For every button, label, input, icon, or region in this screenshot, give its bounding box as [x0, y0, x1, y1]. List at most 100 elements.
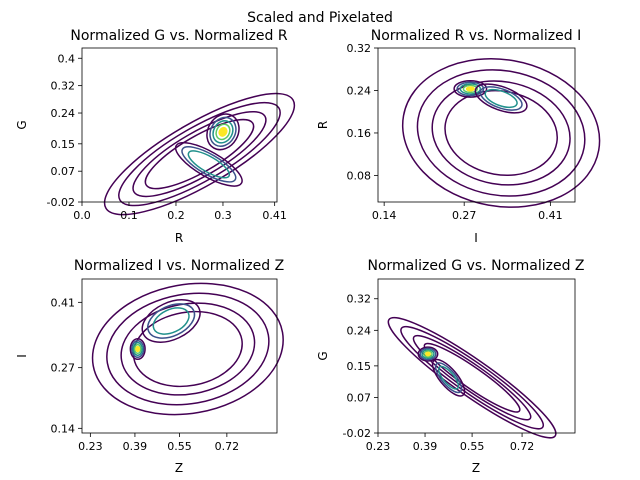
- x-tick-label: 0.72: [215, 440, 240, 453]
- envelope-contour: [91, 282, 284, 416]
- peak-contour: [206, 113, 240, 151]
- envelope-contour: [118, 101, 281, 207]
- x-tick-label: 0.0: [73, 209, 91, 222]
- subplot-3-xlabel: Z: [175, 461, 183, 475]
- subplot-2-ylabel: R: [316, 121, 330, 129]
- x-tick-label: 0.23: [366, 440, 391, 453]
- y-tick-label: 0.07: [347, 391, 372, 404]
- y-tick-label: -0.02: [47, 196, 75, 209]
- y-tick-label: 0.32: [347, 293, 372, 306]
- envelope-contour: [423, 342, 521, 413]
- peak-contour: [212, 120, 234, 144]
- x-tick-label: 0.27: [452, 209, 477, 222]
- x-tick-label: 0.1: [120, 209, 138, 222]
- peak-contour: [187, 150, 231, 179]
- y-tick-label: 0.32: [51, 80, 76, 93]
- peak-contour: [465, 86, 475, 92]
- y-tick-label: 0.27: [51, 362, 76, 375]
- peak-contour: [434, 362, 463, 394]
- y-tick-label: 0.08: [347, 169, 372, 182]
- x-tick-label: 0.23: [78, 440, 103, 453]
- y-tick-label: 0.32: [347, 42, 372, 55]
- x-tick-label: 0.72: [510, 440, 535, 453]
- subplot-1-ylabel: G: [15, 120, 29, 129]
- envelope-contour: [412, 334, 532, 421]
- peak-contour: [423, 350, 433, 358]
- envelope-contour: [400, 325, 545, 430]
- peak-contour: [131, 339, 145, 359]
- envelope-contour: [132, 110, 267, 198]
- peak-contour: [424, 351, 432, 357]
- peak-contour: [421, 348, 435, 360]
- subplot-1-contours: [103, 92, 296, 216]
- subplot-2: Normalized R vs. Normalized I 0.14 0.27 0.…: [316, 28, 601, 245]
- subplot-4-contours: [387, 316, 557, 439]
- subplot-4: Normalized G vs. Normalized Z 0.23 0.39 0.…: [316, 258, 585, 475]
- subplot-3-ticks: 0.23 0.39 0.55 0.72 0.14 0.27 0.41: [51, 296, 240, 453]
- peak-contour: [181, 146, 237, 183]
- peak-contour: [459, 83, 482, 95]
- subplot-4-frame: [377, 278, 576, 434]
- peak-contour: [462, 84, 479, 94]
- subplot-1-ticks: 0.0 0.1 0.2 0.3 0.41 -0.02 0.07 0.15 0.24 0.32 0.4: [47, 52, 287, 222]
- y-tick-label: 0.41: [51, 296, 76, 309]
- suptitle: Scaled and Pixelated: [247, 10, 393, 26]
- y-tick-label: 0.24: [51, 107, 76, 120]
- y-tick-label: 0.07: [51, 165, 76, 178]
- subplot-4-title: Normalized G vs. Normalized Z: [367, 258, 584, 274]
- x-tick-label: 0.39: [123, 440, 148, 453]
- peak-contour: [147, 303, 196, 339]
- x-tick-label: 0.55: [167, 440, 192, 453]
- peak-contour: [174, 141, 243, 187]
- x-tick-label: 0.3: [214, 209, 232, 222]
- y-tick-label: 0.24: [347, 324, 372, 337]
- subplot-2-frame: [377, 47, 576, 203]
- peak-contour: [132, 341, 144, 357]
- peak-contour: [141, 299, 201, 343]
- peak-contour: [215, 123, 231, 141]
- subplot-1-frame: [81, 47, 278, 203]
- subplot-2-contours: [401, 58, 601, 208]
- x-tick-label: 0.41: [262, 209, 287, 222]
- x-tick-label: 0.41: [538, 209, 563, 222]
- envelope-contour: [416, 69, 586, 197]
- subplot-4-xlabel: Z: [472, 461, 480, 475]
- peak-contour: [152, 307, 190, 335]
- peak-contour: [456, 81, 485, 97]
- subplot-1-xlabel: R: [175, 231, 183, 245]
- y-tick-label: 0.14: [51, 422, 76, 435]
- envelope-contour: [401, 58, 601, 208]
- peak-contour: [417, 346, 439, 362]
- peak-contour: [437, 365, 460, 390]
- subplot-4-ylabel: G: [316, 351, 330, 360]
- peak-contour: [431, 358, 466, 397]
- peak-contour: [419, 347, 437, 361]
- subplot-3-contours: [91, 282, 284, 416]
- subplot-2-ticks: 0.14 0.27 0.41 0.08 0.16 0.24 0.32: [347, 42, 563, 222]
- subplot-2-xlabel: I: [474, 231, 478, 245]
- envelope-contour: [144, 118, 255, 190]
- peak-contour: [484, 88, 518, 109]
- peak-contour: [135, 345, 141, 353]
- subplot-2-title: Normalized R vs. Normalized I: [371, 28, 581, 44]
- subplot-1: Normalized G vs. Normalized R 0.0 0.1 0.2 0…: [15, 28, 296, 245]
- peak-contour: [129, 337, 146, 361]
- subplot-3-title: Normalized I vs. Normalized Z: [74, 258, 284, 274]
- x-tick-label: 0.14: [372, 209, 397, 222]
- peak-contour: [479, 86, 523, 111]
- y-tick-label: 0.24: [347, 84, 372, 97]
- x-tick-label: 0.39: [413, 440, 438, 453]
- envelope-contour: [387, 316, 557, 439]
- subplot-3: Normalized I vs. Normalized Z 0.23 0.39 0.…: [15, 258, 284, 475]
- x-tick-label: 0.2: [167, 209, 185, 222]
- subplot-4-ticks: 0.23 0.39 0.55 0.72 -0.02 0.07 0.15 0.24 0.32: [343, 293, 535, 453]
- subplot-3-frame: [81, 278, 278, 434]
- y-tick-label: 0.16: [347, 127, 372, 140]
- subplot-1-title: Normalized G vs. Normalized R: [70, 28, 287, 44]
- y-tick-label: 0.15: [51, 138, 76, 151]
- peak-contour: [218, 126, 228, 137]
- peak-contour: [453, 79, 488, 98]
- y-tick-label: 0.15: [347, 360, 372, 373]
- peak-contour: [474, 83, 528, 114]
- subplot-3-ylabel: I: [15, 354, 29, 358]
